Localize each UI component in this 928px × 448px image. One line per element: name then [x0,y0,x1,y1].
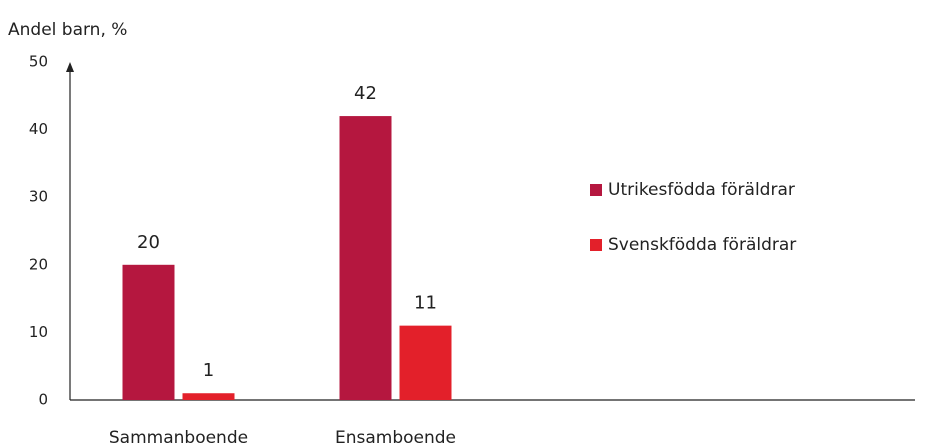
bar [399,325,452,400]
x-tick-label: Sammanboende [109,428,248,448]
y-tick-label: 10 [29,323,48,341]
legend-label: Svenskfödda föräldrar [608,235,796,255]
y-tick-label: 40 [29,120,48,138]
chart-title: Andel barn, % [8,20,127,40]
bar [339,116,392,400]
y-tick-label: 50 [29,53,48,71]
y-tick-label: 20 [29,255,48,273]
y-axis-arrow [66,62,74,72]
data-label: 1 [203,360,214,381]
data-label: 20 [137,232,160,253]
bar [122,264,175,400]
data-label: 42 [354,83,377,104]
y-tick-label: 0 [38,391,48,409]
y-tick-label: 30 [29,188,48,206]
bar [182,393,235,400]
x-tick-label: Ensamboende [335,428,456,448]
legend-swatch [590,239,602,251]
legend-swatch [590,184,602,196]
data-label: 11 [414,293,437,314]
legend-label: Utrikesfödda föräldrar [608,180,795,200]
